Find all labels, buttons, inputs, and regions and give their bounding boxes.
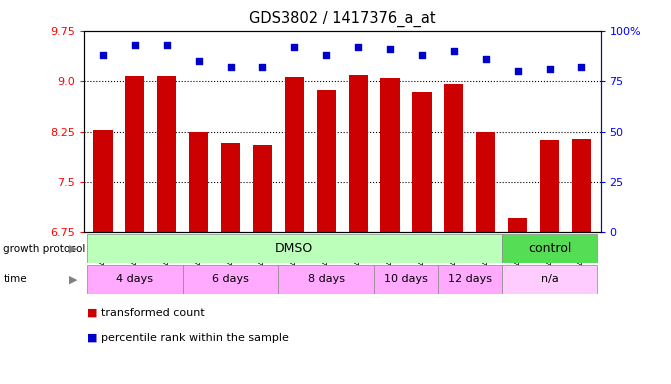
Bar (125, 76, 144, 232)
Point (225, 64, 236, 70)
Text: ■: ■ (87, 333, 98, 343)
Bar (285, 77, 304, 232)
Bar (87, 265, 183, 294)
Text: ■: ■ (87, 308, 98, 318)
Text: transformed count: transformed count (101, 308, 205, 318)
Bar (508, 217, 527, 232)
Bar (253, 145, 272, 232)
Point (321, 52, 331, 58)
Point (544, 66, 555, 72)
Bar (374, 265, 438, 294)
Text: 8 days: 8 days (308, 274, 345, 285)
Text: time: time (3, 274, 27, 285)
Text: ▶: ▶ (68, 274, 77, 285)
Bar (93, 129, 113, 232)
Point (162, 42, 172, 48)
Bar (502, 234, 597, 263)
Bar (444, 84, 464, 232)
Text: growth protocol: growth protocol (3, 243, 86, 254)
Bar (189, 132, 208, 232)
Point (130, 42, 140, 48)
Point (384, 46, 395, 52)
Text: 4 days: 4 days (116, 274, 154, 285)
Point (193, 58, 204, 64)
Bar (183, 265, 278, 294)
Text: n/a: n/a (541, 274, 558, 285)
Point (512, 68, 523, 74)
Point (480, 56, 491, 62)
Text: control: control (528, 242, 571, 255)
Point (257, 64, 268, 70)
Point (417, 52, 427, 58)
Bar (157, 76, 176, 232)
Text: 10 days: 10 days (384, 274, 428, 285)
Text: ▶: ▶ (68, 243, 77, 254)
Bar (438, 265, 502, 294)
Bar (476, 131, 495, 232)
Text: 6 days: 6 days (212, 274, 249, 285)
Point (448, 48, 459, 54)
Bar (221, 143, 240, 232)
Point (98, 52, 109, 58)
Bar (502, 265, 597, 294)
Bar (540, 140, 559, 232)
Bar (349, 75, 368, 232)
Point (289, 44, 300, 50)
Bar (380, 78, 400, 232)
Text: DMSO: DMSO (275, 242, 313, 255)
Bar (317, 90, 336, 232)
Bar (572, 139, 591, 232)
Text: percentile rank within the sample: percentile rank within the sample (101, 333, 289, 343)
Bar (278, 265, 374, 294)
Bar (87, 234, 502, 263)
Text: 12 days: 12 days (448, 274, 492, 285)
Text: GDS3802 / 1417376_a_at: GDS3802 / 1417376_a_at (249, 11, 435, 27)
Point (576, 64, 586, 70)
Bar (413, 92, 431, 232)
Point (353, 44, 364, 50)
